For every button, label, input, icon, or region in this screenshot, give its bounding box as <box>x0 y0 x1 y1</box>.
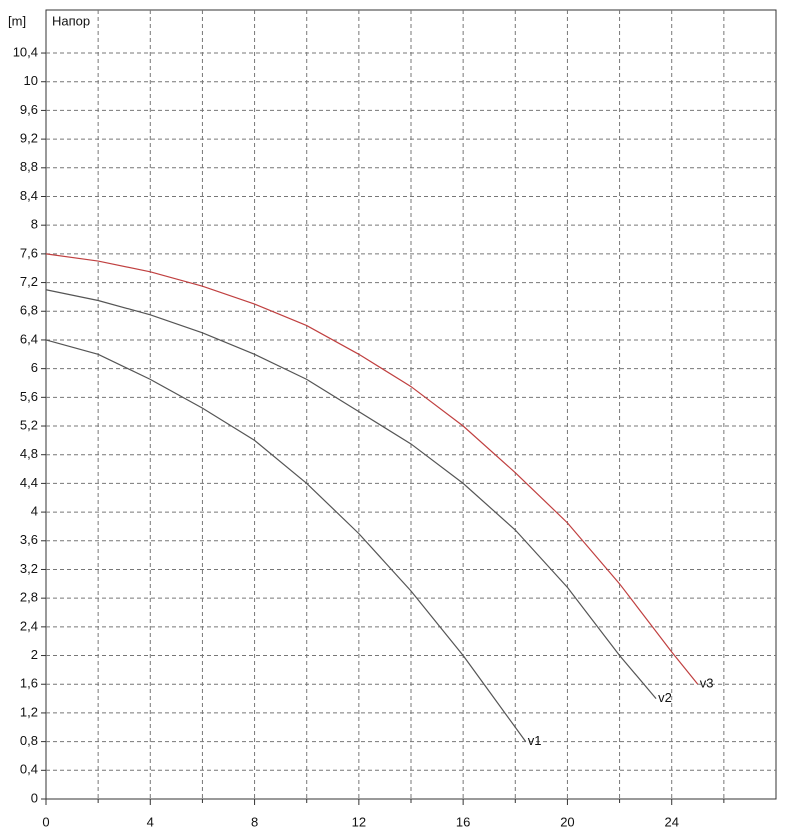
x-tick-label: 16 <box>456 814 470 829</box>
y-tick-label: 6 <box>31 360 38 375</box>
y-tick-label: 2 <box>31 647 38 662</box>
y-unit: [m] <box>8 13 26 28</box>
x-tick-label: 12 <box>352 814 366 829</box>
y-tick-label: 3,2 <box>20 561 38 576</box>
x-tick-label: 24 <box>664 814 678 829</box>
x-tick-label: 0 <box>42 814 49 829</box>
y-tick-label: 7,6 <box>20 245 38 260</box>
y-tick-label: 0,4 <box>20 762 38 777</box>
y-tick-label: 1,2 <box>20 704 38 719</box>
y-tick-label: 2,8 <box>20 590 38 605</box>
y-tick-label: 3,6 <box>20 532 38 547</box>
series-label: v2 <box>658 690 672 705</box>
y-tick-label: 8 <box>31 217 38 232</box>
y-tick-label: 0,8 <box>20 733 38 748</box>
y-tick-label: 5,2 <box>20 417 38 432</box>
y-tick-label: 9,6 <box>20 102 38 117</box>
y-tick-label: 8,4 <box>20 188 38 203</box>
series-line <box>45 289 657 699</box>
y-axis-label: Напор <box>52 13 90 28</box>
y-tick-label: 1,6 <box>20 676 38 691</box>
y-tick-label: 0 <box>31 790 38 805</box>
series-label: v3 <box>700 676 714 691</box>
y-tick-label: 4,8 <box>20 446 38 461</box>
y-tick-label: 2,4 <box>20 618 38 633</box>
x-tick-label: 4 <box>147 814 154 829</box>
y-tick-label: 6,8 <box>20 303 38 318</box>
x-tick-label: 20 <box>560 814 574 829</box>
y-tick-label: 10 <box>24 73 38 88</box>
y-tick-label: 6,4 <box>20 331 38 346</box>
series-line <box>45 253 699 685</box>
y-tick-label: 9,2 <box>20 131 38 146</box>
y-tick-label: 8,8 <box>20 159 38 174</box>
x-tick-label: 8 <box>251 814 258 829</box>
y-tick-label: 5,6 <box>20 389 38 404</box>
y-tick-label: 4,4 <box>20 475 38 490</box>
y-tick-label: 4 <box>31 504 38 519</box>
series-line <box>45 339 527 742</box>
y-tick-label: 7,2 <box>20 274 38 289</box>
y-tick-label: 10,4 <box>13 44 38 59</box>
series-label: v1 <box>528 733 542 748</box>
